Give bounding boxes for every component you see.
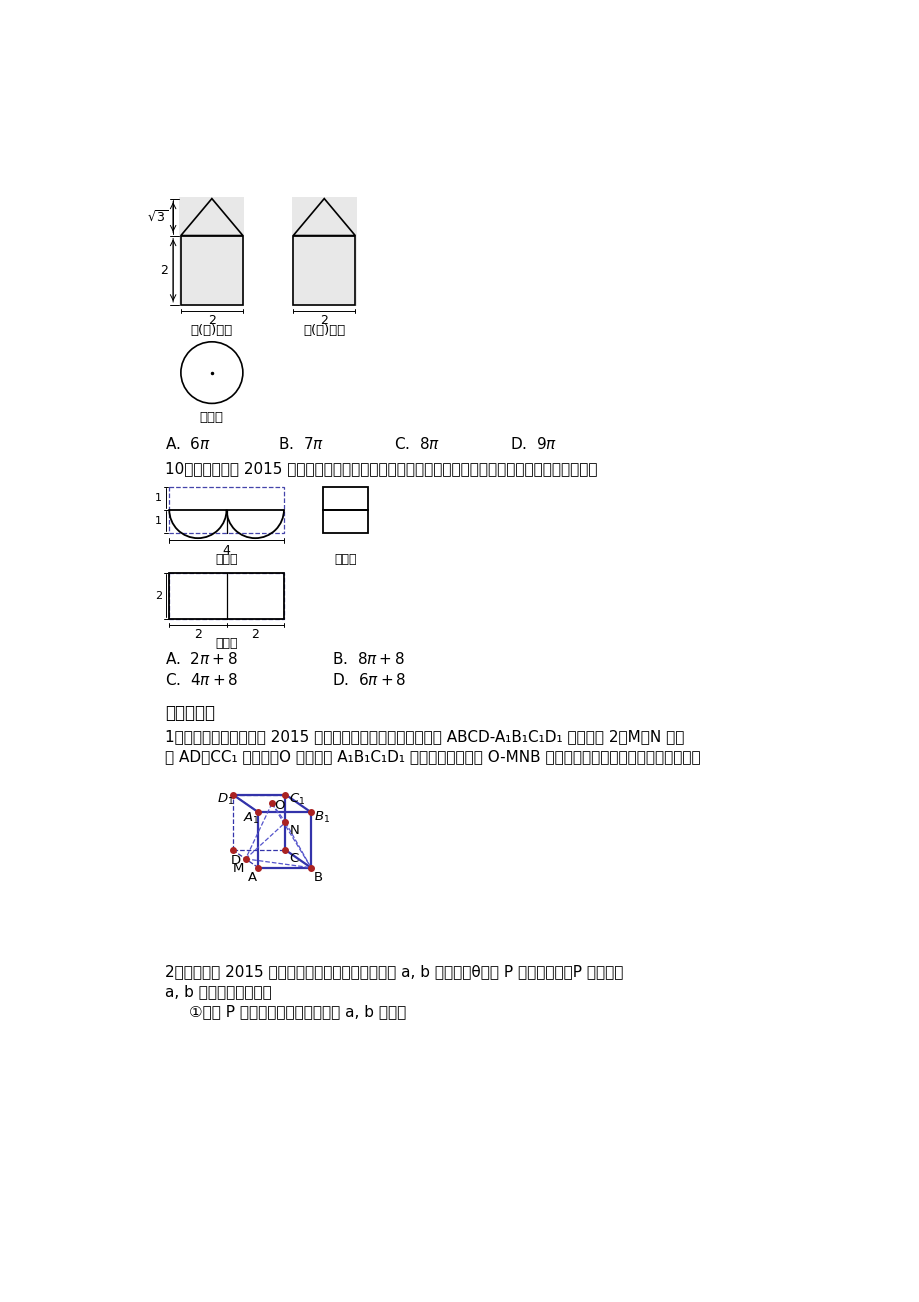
Text: M: M	[233, 862, 244, 875]
Text: N: N	[289, 824, 299, 837]
Text: A: A	[248, 871, 257, 884]
Text: $C_1$: $C_1$	[289, 792, 305, 807]
Bar	[291, 197, 357, 306]
Text: 1、（（淦北市、亳州市 2015 届高三第一次模拟）已知正方体 ABCD-A₁B₁C₁D₁ 的棱长为 2，M、N 分别: 1、（（淦北市、亳州市 2015 届高三第一次模拟）已知正方体 ABCD-A₁B…	[165, 729, 684, 745]
Text: $\sqrt{3}$: $\sqrt{3}$	[147, 210, 168, 225]
Text: 2: 2	[161, 264, 168, 277]
Text: $B_1$: $B_1$	[313, 810, 330, 825]
Bar	[293, 236, 355, 305]
Bar	[181, 236, 243, 305]
Text: 侧视图: 侧视图	[334, 553, 356, 566]
Text: ①过点 P 存在唯一平面与异面直线 a, b 都平行: ①过点 P 存在唯一平面与异面直线 a, b 都平行	[188, 1004, 405, 1019]
Text: B.  $8\pi+8$: B. $8\pi+8$	[332, 651, 404, 667]
Text: D: D	[231, 854, 241, 867]
Text: 1: 1	[155, 493, 162, 503]
Text: 二、填空题: 二、填空题	[165, 704, 215, 723]
Text: 2: 2	[208, 314, 216, 327]
Text: 正视图: 正视图	[215, 553, 238, 566]
Text: 正(主)视图: 正(主)视图	[190, 324, 233, 337]
Text: B.  $7\pi$: B. $7\pi$	[278, 436, 323, 452]
Text: 侧(左)视图: 侧(左)视图	[302, 324, 345, 337]
Bar	[323, 509, 368, 533]
Bar	[323, 487, 368, 509]
Text: 10、（合肥八中 2015 届高三第四次段考）已知一个几何体的三视图如图所示，则该几何体的体积为: 10、（合肥八中 2015 届高三第四次段考）已知一个几何体的三视图如图所示，则…	[165, 461, 597, 477]
Text: 2、（淦南市 2015 届高三第一次模拟）设异面直线 a, b 所成角为θ，点 P 为空间一点（P 不在直线: 2、（淦南市 2015 届高三第一次模拟）设异面直线 a, b 所成角为θ，点 …	[165, 963, 623, 979]
Text: C: C	[289, 852, 299, 865]
Bar	[169, 573, 284, 618]
Text: 4: 4	[222, 543, 231, 556]
Bar	[179, 197, 244, 306]
Text: 俯视图: 俯视图	[199, 411, 223, 424]
Text: D.  $9\pi$: D. $9\pi$	[510, 436, 557, 452]
Bar	[169, 487, 284, 533]
Text: 2: 2	[155, 591, 162, 602]
Text: A.  $6\pi$: A. $6\pi$	[165, 436, 211, 452]
Text: 1: 1	[155, 516, 162, 526]
Text: C.  $4\pi+8$: C. $4\pi+8$	[165, 672, 239, 689]
Text: a, b 上），有以下命题: a, b 上），有以下命题	[165, 984, 272, 999]
Text: B: B	[313, 871, 323, 884]
Text: 2: 2	[320, 314, 328, 327]
Text: 俯视图: 俯视图	[215, 638, 238, 651]
Text: $D_1$: $D_1$	[217, 792, 234, 807]
Text: O: O	[274, 799, 285, 812]
Text: 2: 2	[194, 629, 201, 642]
Text: 为 AD、CC₁ 的中点，O 为上底面 A₁B₁C₁D₁ 的中心，则三棱锥 O-MNB 的体积是＿＿＿＿＿＿＿＿＿＿＿＿＿: 为 AD、CC₁ 的中点，O 为上底面 A₁B₁C₁D₁ 的中心，则三棱锥 O-…	[165, 749, 700, 764]
Text: C.  $8\pi$: C. $8\pi$	[393, 436, 440, 452]
Bar	[169, 573, 284, 618]
Text: A.  $2\pi+8$: A. $2\pi+8$	[165, 651, 238, 667]
Text: $A_1$: $A_1$	[243, 811, 259, 825]
Text: 2: 2	[251, 629, 259, 642]
Text: D.  $6\pi+8$: D. $6\pi+8$	[332, 672, 406, 689]
